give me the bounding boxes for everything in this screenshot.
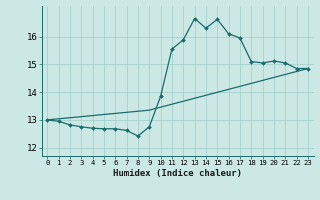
X-axis label: Humidex (Indice chaleur): Humidex (Indice chaleur) — [113, 169, 242, 178]
